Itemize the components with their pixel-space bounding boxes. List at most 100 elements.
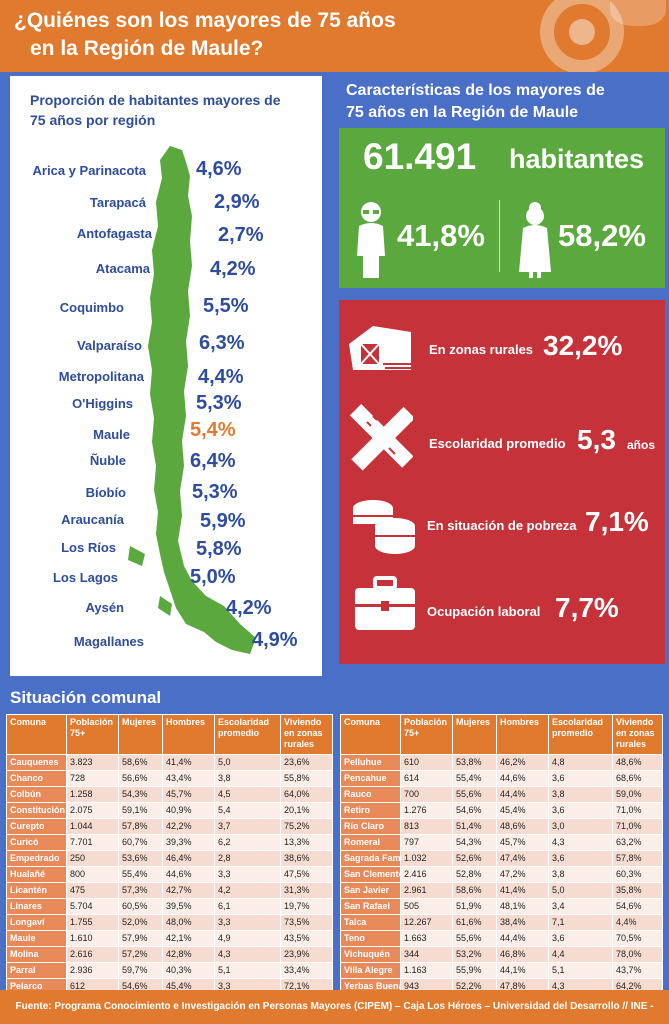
table-cell: 55,4% (118, 866, 163, 883)
table-cell: 4,2 (214, 882, 281, 899)
table-cell: 46,2% (496, 754, 549, 771)
region-value-arica: 4,6% (196, 158, 242, 180)
table-cell: 57,8% (118, 818, 163, 835)
table-cell: 3,3 (214, 914, 281, 931)
table-row: Empedrado 250 53,6% 46,4% 2,8 38,6% (6, 850, 333, 867)
comuna-name-cell: Empedrado (6, 850, 67, 867)
stat-label-poverty: En situación de pobreza (427, 518, 577, 533)
header-banner: ¿Quiénes son los mayores de 75 años en l… (0, 0, 669, 72)
comuna-name-cell: Longaví (6, 914, 67, 931)
table-cell: 55,6% (452, 930, 497, 947)
region-name-metropolitana: Metropolitana (58, 369, 144, 384)
table-cell: 3,3 (214, 866, 281, 883)
region-value-valparaiso: 6,3% (199, 332, 245, 354)
total-population: 61.491 (363, 136, 477, 177)
table-row: Licantén 475 57,3% 42,7% 4,2 31,3% (6, 882, 333, 899)
table-cell: 63,2% (612, 834, 663, 851)
table-cell: 43,5% (280, 930, 333, 947)
region-value-tarapaca: 2,9% (214, 191, 260, 213)
table-cell: 55,4% (452, 770, 497, 787)
table-cell: 54,3% (452, 834, 497, 851)
table-cell: 1.610 (66, 930, 119, 947)
stat-value-employment: 7,7% (555, 592, 619, 623)
table-cell: 3,8 (214, 770, 281, 787)
table-cell: 52,8% (452, 866, 497, 883)
table-cell: 70,5% (612, 930, 663, 947)
region-name-arica: Arica y Parinacota (32, 163, 146, 178)
table-cell: 78,0% (612, 946, 663, 963)
chile-map-shape (148, 146, 256, 654)
table-row: Molina 2.616 57,2% 42,8% 4,3 23,9% (6, 946, 333, 963)
region-name-ohiggins: O'Higgins (72, 396, 133, 411)
table-cell: 3,6 (548, 770, 613, 787)
table-row: Cauquenes 3.823 58,6% 41,4% 5,0 23,6% (6, 754, 333, 771)
table-cell: 3,7 (214, 818, 281, 835)
comuna-name-cell: Pelluhue (340, 754, 401, 771)
table-cell: 7,1 (548, 914, 613, 931)
table-cell: 12.267 (400, 914, 453, 931)
table-cell: 45,7% (496, 834, 549, 851)
column-header: Hombres (162, 714, 215, 755)
comuna-name-cell: Cauquenes (6, 754, 67, 771)
table-cell: 39,3% (162, 834, 215, 851)
table-cell: 5,0 (548, 882, 613, 899)
table-cell: 53,6% (118, 850, 163, 867)
table-cell: 35,8% (612, 882, 663, 899)
table-row: Maule 1.610 57,9% 42,1% 4,9 43,5% (6, 930, 333, 947)
table-cell: 1.044 (66, 818, 119, 835)
table-cell: 47,4% (496, 850, 549, 867)
table-cell: 42,7% (162, 882, 215, 899)
table-row: Romeral 797 54,3% 45,7% 4,3 63,2% (340, 834, 663, 851)
stat-label-schooling: Escolaridad promedio (429, 436, 566, 451)
comuna-name-cell: San Javier (340, 882, 401, 899)
logo-hand-decoration (610, 0, 666, 26)
source-footer: Fuente: Programa Conocimiento e Investig… (0, 990, 669, 1024)
comuna-name-cell: Romeral (340, 834, 401, 851)
table-cell: 700 (400, 786, 453, 803)
stat-value-schooling: 5,3 (577, 424, 616, 455)
table-cell: 5.704 (66, 898, 119, 915)
table-cell: 64,0% (280, 786, 333, 803)
table-cell: 1.163 (400, 962, 453, 979)
table-cell: 57,9% (118, 930, 163, 947)
table-cell: 61,6% (452, 914, 497, 931)
table-cell: 1.663 (400, 930, 453, 947)
characteristics-title: Características de los mayores de 75 año… (346, 80, 646, 124)
comuna-name-cell: Retiro (340, 802, 401, 819)
table-cell: 41,4% (162, 754, 215, 771)
table-cell: 2.616 (66, 946, 119, 963)
table-cell: 42,1% (162, 930, 215, 947)
comuna-name-cell: Curepto (6, 818, 67, 835)
comuna-name-cell: Maule (6, 930, 67, 947)
table-row: Colbún 1.258 54,3% 45,7% 4,5 64,0% (6, 786, 333, 803)
comuna-name-cell: Pencahue (340, 770, 401, 787)
table-cell: 43,7% (612, 962, 663, 979)
region-name-antofagasta: Antofagasta (76, 226, 152, 241)
table-row: Talca 12.267 61,6% 38,4% 7,1 4,4% (340, 914, 663, 931)
column-header: Viviendo en zonas rurales (280, 714, 333, 755)
table-cell: 38,6% (280, 850, 333, 867)
table-cell: 60,3% (612, 866, 663, 883)
comuna-name-cell: Vichuquén (340, 946, 401, 963)
table-cell: 3,6 (548, 802, 613, 819)
table-cell: 797 (400, 834, 453, 851)
table-row: Linares 5.704 60,5% 39,5% 6,1 19,7% (6, 898, 333, 915)
table-row: Retiro 1.276 54,6% 45,4% 3,6 71,0% (340, 802, 663, 819)
column-header: Mujeres (452, 714, 497, 755)
table-cell: 57,2% (118, 946, 163, 963)
comuna-name-cell: Río Claro (340, 818, 401, 835)
table-row: Pelluhue 610 53,8% 46,2% 4,8 48,6% (340, 754, 663, 771)
stats-box: En zonas rurales 32,2% Escolaridad prome… (339, 300, 665, 664)
table-body: Pelluhue 610 53,8% 46,2% 4,8 48,6% Pencahue 614… (340, 754, 663, 995)
briefcase-icon (355, 576, 415, 630)
region-name-coquimbo: Coquimbo (59, 300, 124, 315)
region-name-los-lagos: Los Lagos (52, 570, 118, 585)
table-cell: 5,1 (548, 962, 613, 979)
comuna-name-cell: Rauco (340, 786, 401, 803)
table-cell: 45,7% (162, 786, 215, 803)
table-row: Río Claro 813 51,4% 48,6% 3,0 71,0% (340, 818, 663, 835)
stat-label-employment: Ocupación laboral (427, 604, 541, 619)
region-value-ohiggins: 5,3% (196, 392, 242, 414)
table-cell: 71,0% (612, 818, 663, 835)
stat-value-poverty: 7,1% (585, 506, 649, 537)
